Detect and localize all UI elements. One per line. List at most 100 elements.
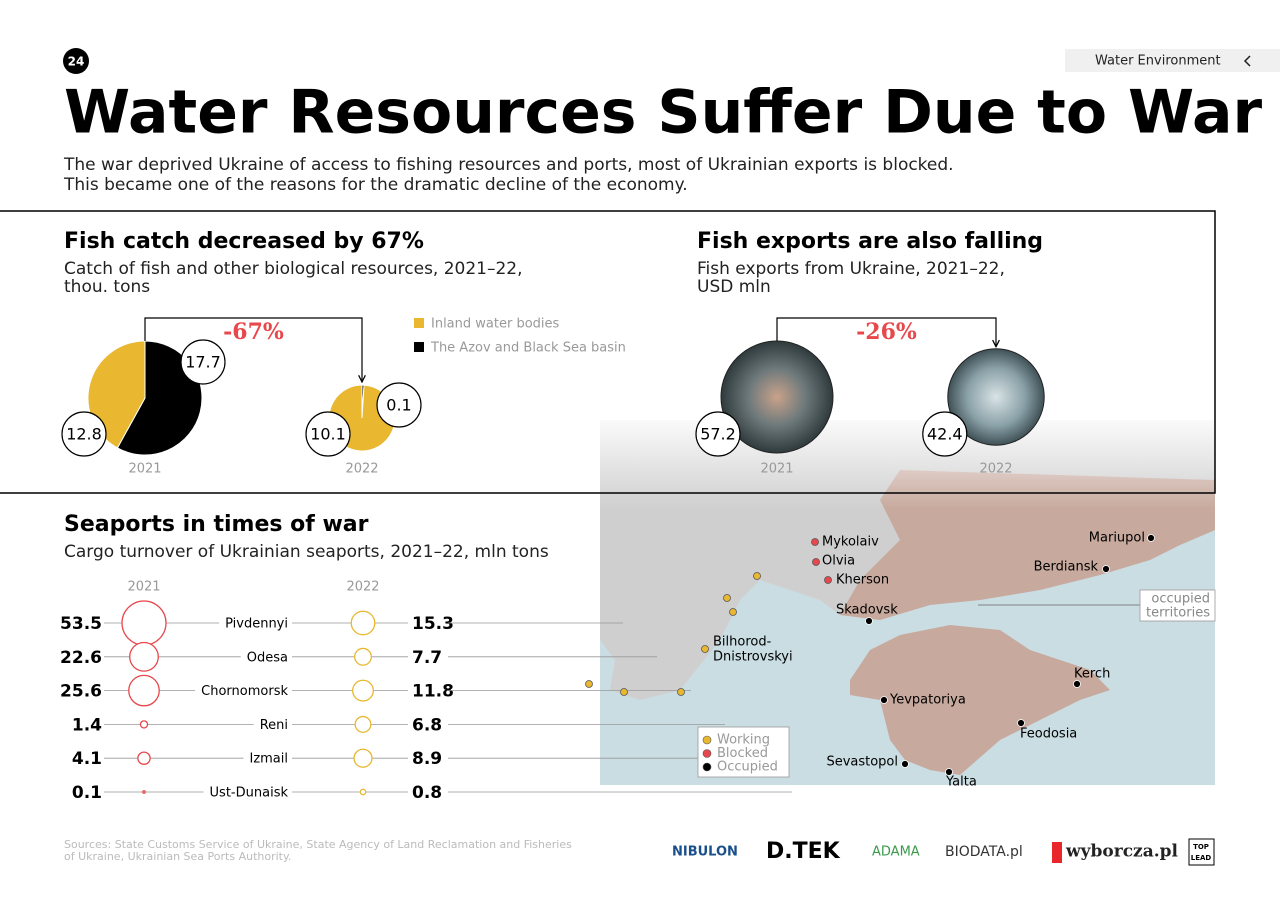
bubble <box>353 748 373 768</box>
bubble <box>121 600 167 646</box>
map-legend <box>697 726 790 778</box>
change-label: -26% <box>856 319 917 345</box>
legend-label: Blocked <box>717 746 768 761</box>
chart-title: Fish exports are also falling <box>697 229 1043 254</box>
place-dot <box>865 617 873 625</box>
logo: LEAD <box>1191 854 1212 862</box>
year-label: 2021 <box>760 462 793 477</box>
logo: NIBULON <box>672 845 738 860</box>
label-circle <box>922 411 968 457</box>
port-dot <box>729 608 737 616</box>
chevron[interactable] <box>1243 55 1251 67</box>
place-label: Yevpatoriya <box>889 693 966 708</box>
chart-subtitle: Fish exports from Ukraine, 2021–22, <box>697 259 1005 279</box>
bubble <box>947 348 1045 446</box>
change-label: -67% <box>223 319 284 345</box>
place-label: Kerch <box>1074 667 1110 682</box>
label-bg <box>240 647 292 666</box>
logo-frame <box>1188 838 1215 866</box>
chart-subtitle: Catch of fish and other biological resou… <box>64 259 523 279</box>
place-label: Sevastopol <box>826 755 898 770</box>
annotation-box <box>1139 589 1216 622</box>
change-arrow <box>776 317 996 347</box>
sources: Sources: State Customs Service of Ukrain… <box>64 838 572 851</box>
value-label: 11.8 <box>412 682 454 702</box>
value-label: 10.1 <box>310 425 346 444</box>
bubble <box>129 641 159 672</box>
chart-title: Fish catch decreased by 67% <box>64 229 424 254</box>
port-name: Ust-Dunaisk <box>210 786 289 801</box>
place-dot <box>1147 534 1155 542</box>
value-label: 7.7 <box>412 648 442 668</box>
legend-dot <box>702 749 712 758</box>
place-label: Mykolaiv <box>822 535 879 550</box>
value-label: 0.1 <box>386 396 411 415</box>
year-label: 2021 <box>128 462 161 477</box>
place-label: Kherson <box>836 573 889 588</box>
legend-swatch <box>414 342 424 352</box>
chart-subtitle: thou. tons <box>64 277 150 297</box>
bubble <box>128 674 160 707</box>
map-fade <box>600 410 1215 510</box>
legend-swatch <box>414 318 424 328</box>
year-label: 2022 <box>979 462 1012 477</box>
place-dot <box>945 768 953 776</box>
label-bg <box>203 783 292 801</box>
place-dot <box>901 760 909 768</box>
value-label: 12.8 <box>66 425 102 444</box>
bubble <box>350 610 376 636</box>
label-bg <box>243 749 292 768</box>
place-dot <box>701 645 709 653</box>
annotation: territories <box>1146 606 1210 621</box>
bubble <box>354 647 372 666</box>
page-title: Water Resources Suffer Due to War <box>64 78 1263 148</box>
legend-label: Occupied <box>717 760 778 775</box>
port-name: Reni <box>260 718 288 733</box>
legend-label: Working <box>717 733 770 748</box>
place-label: Yalta <box>945 775 977 790</box>
port-name: Odesa <box>247 650 288 665</box>
port-dot <box>723 594 731 602</box>
logo: D.TEK <box>766 839 841 864</box>
year-label: 2022 <box>345 462 378 477</box>
place-label: Olvia <box>822 554 855 569</box>
value-label: 25.6 <box>60 682 102 702</box>
port-name: Pivdennyi <box>225 617 288 632</box>
value-label: 1.4 <box>72 715 102 735</box>
legend-dot <box>702 762 712 772</box>
legend-label: Inland water bodies <box>431 317 560 332</box>
value-label: 53.5 <box>60 614 102 634</box>
change-arrow <box>144 317 362 382</box>
label-bg <box>195 681 292 700</box>
bubble <box>137 751 151 765</box>
place-dot <box>824 576 832 584</box>
value-label: 0.1 <box>72 783 102 803</box>
bubble <box>142 790 146 794</box>
bubble <box>352 679 374 702</box>
port-dot <box>620 688 628 696</box>
place-label: Bilhorod- <box>713 635 772 650</box>
legend-label: The Azov and Black Sea basin <box>430 341 626 356</box>
chart-subtitle: Cargo turnover of Ukrainian seaports, 20… <box>64 542 549 562</box>
section-label: Water Environment <box>1095 54 1221 69</box>
place-dot <box>812 558 820 566</box>
logo: BIODATA.pl <box>945 844 1023 860</box>
place-label: Feodosia <box>1020 727 1077 742</box>
label-circle <box>305 411 351 457</box>
logo: TOP <box>1193 843 1209 851</box>
place-dot <box>1073 680 1081 688</box>
port-dot <box>677 688 685 696</box>
map <box>600 410 1215 785</box>
place-label: Berdiansk <box>1034 560 1099 575</box>
bubble <box>359 788 367 796</box>
logo: ADAMA <box>872 845 920 860</box>
place-label: Dnistrovskyi <box>713 650 793 665</box>
place-label: Skadovsk <box>836 603 898 618</box>
bubble <box>354 715 372 733</box>
place-dot <box>1102 565 1110 573</box>
label-bg <box>253 715 292 734</box>
bubble <box>139 720 149 729</box>
label-circle <box>376 382 422 428</box>
sources: of Ukraine, Ukrainian Sea Ports Authorit… <box>64 850 291 863</box>
